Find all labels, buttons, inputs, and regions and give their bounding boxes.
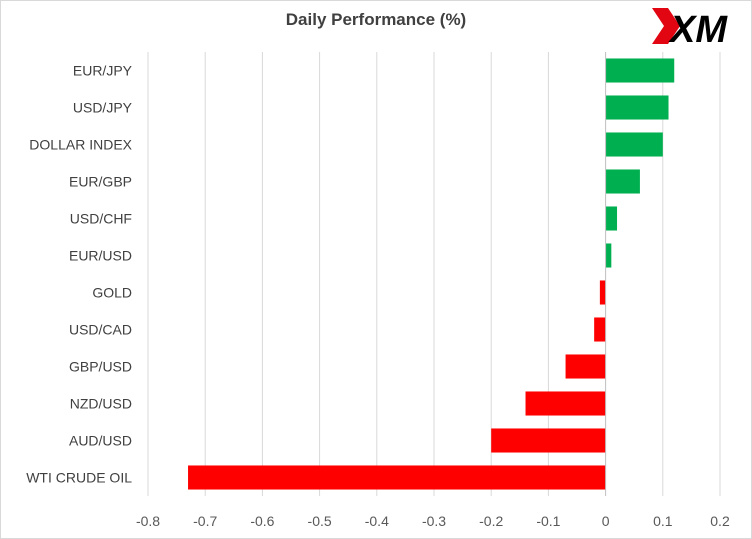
bar-eur-usd [605,243,612,268]
x-tick-labels: -0.8 -0.7 -0.6 -0.5 -0.4 -0.3 -0.2 -0.1 0 0.1 0.2 [136,513,730,529]
bar-usd-jpy [605,95,669,120]
bars [188,58,675,490]
bar-nzd-usd [525,391,606,416]
bar-gold [599,280,606,305]
x-tick-label: 0.2 [710,513,730,529]
bar-usd-cad [594,317,606,342]
x-tick-label: -0.5 [308,513,332,529]
bar-aud-usd [491,428,606,453]
bar-wti-crude-oil [188,465,606,490]
bar-usd-chf [605,206,618,231]
category-label-gbp-usd: GBP/USD [69,359,132,375]
category-label-eur-usd: EUR/USD [69,248,132,264]
x-tick-label: -0.2 [479,513,503,529]
x-tick-label: -0.8 [136,513,160,529]
bar-eur-gbp [605,169,640,194]
x-tick-label: -0.6 [250,513,274,529]
x-tick-label: 0 [602,513,610,529]
chart-title: Daily Performance (%) [285,10,467,29]
bar-gbp-usd [565,354,606,379]
x-tick-label: -0.7 [193,513,217,529]
category-labels: EUR/JPY USD/JPY DOLLAR INDEX EUR/GBP USD/CHF… [26,63,132,486]
category-label-dollar-index: DOLLAR INDEX [29,137,132,153]
x-tick-label: -0.3 [422,513,446,529]
category-label-nzd-usd: NZD/USD [70,396,132,412]
category-label-usd-chf: USD/CHF [70,211,132,227]
category-label-eur-gbp: EUR/GBP [69,174,132,190]
logo-accent-mark [652,8,680,44]
grid-lines [147,52,721,496]
category-label-usd-cad: USD/CAD [69,322,132,338]
logo-wordmark: XM [668,9,728,50]
category-label-gold: GOLD [92,285,132,301]
category-label-aud-usd: AUD/USD [69,433,132,449]
x-tick-label: 0.1 [653,513,673,529]
x-tick-label: -0.4 [365,513,389,529]
bar-eur-jpy [605,58,675,83]
category-label-usd-jpy: USD/JPY [73,100,133,116]
x-tick-label: -0.1 [536,513,560,529]
bar-dollar-index [605,132,663,157]
category-label-wti-crude-oil: WTI CRUDE OIL [26,470,132,486]
xm-logo: XM [652,8,728,50]
category-label-eur-jpy: EUR/JPY [73,63,133,79]
